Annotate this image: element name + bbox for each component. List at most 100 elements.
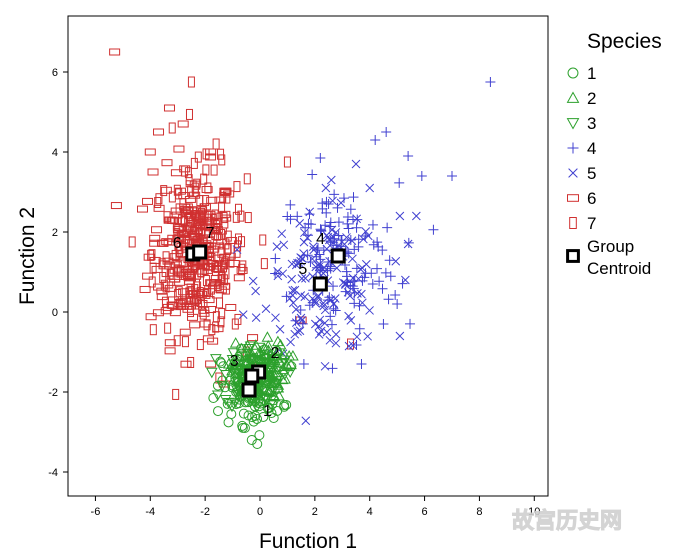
data-point bbox=[332, 202, 343, 213]
x-tick-label: 4 bbox=[367, 506, 373, 518]
data-point bbox=[325, 235, 336, 246]
data-point bbox=[185, 203, 193, 215]
data-point bbox=[285, 358, 297, 370]
y-tick-label: 0 bbox=[52, 307, 58, 319]
data-point bbox=[222, 268, 230, 280]
data-point bbox=[223, 417, 234, 428]
data-point bbox=[330, 294, 340, 303]
legend-marker bbox=[568, 168, 578, 178]
data-point bbox=[261, 352, 272, 363]
data-point bbox=[217, 316, 225, 328]
data-point bbox=[281, 359, 294, 371]
data-point bbox=[397, 278, 408, 289]
data-point bbox=[293, 258, 302, 268]
data-point bbox=[185, 293, 193, 305]
data-point bbox=[219, 395, 232, 406]
data-point bbox=[403, 151, 414, 161]
data-point bbox=[485, 77, 496, 87]
data-point bbox=[231, 387, 242, 398]
data-point bbox=[312, 242, 323, 253]
data-point bbox=[238, 263, 246, 275]
data-point bbox=[297, 316, 307, 325]
centroid-7 bbox=[192, 244, 208, 260]
data-point bbox=[341, 266, 352, 277]
data-point bbox=[230, 372, 241, 383]
data-point bbox=[202, 164, 210, 176]
data-point bbox=[301, 273, 310, 283]
data-point bbox=[283, 156, 291, 168]
data-point bbox=[173, 335, 181, 347]
data-point bbox=[395, 211, 405, 221]
data-point bbox=[322, 327, 332, 337]
data-point bbox=[246, 349, 259, 360]
data-point bbox=[316, 225, 327, 236]
data-point bbox=[194, 281, 202, 293]
data-point bbox=[351, 263, 362, 274]
centroid-label-3: 3 bbox=[230, 353, 239, 370]
data-point bbox=[220, 382, 231, 393]
data-point bbox=[231, 318, 239, 330]
data-point bbox=[403, 237, 414, 248]
data-point bbox=[227, 363, 238, 374]
centroid-label-1: 1 bbox=[263, 403, 272, 420]
data-point bbox=[163, 211, 171, 223]
data-point bbox=[291, 318, 301, 328]
data-point bbox=[145, 313, 157, 321]
legend-entry-7: 7 bbox=[569, 214, 596, 233]
data-point bbox=[180, 215, 188, 227]
data-point bbox=[272, 242, 282, 252]
data-point bbox=[175, 286, 183, 298]
data-point bbox=[300, 292, 310, 302]
data-point bbox=[158, 258, 166, 270]
data-point bbox=[260, 391, 271, 401]
data-point bbox=[272, 383, 283, 394]
data-point bbox=[149, 239, 161, 247]
data-point bbox=[224, 230, 232, 242]
data-point bbox=[288, 298, 298, 308]
data-point bbox=[175, 203, 183, 215]
data-point bbox=[218, 271, 226, 283]
data-point bbox=[208, 324, 216, 336]
centroid-label-2: 2 bbox=[271, 345, 280, 362]
data-point bbox=[186, 261, 194, 273]
data-point bbox=[144, 148, 156, 156]
data-point bbox=[109, 48, 121, 56]
data-point bbox=[196, 339, 204, 351]
data-point bbox=[270, 361, 283, 372]
data-point bbox=[345, 234, 356, 245]
data-point bbox=[175, 298, 183, 310]
data-point bbox=[270, 253, 281, 264]
data-point bbox=[218, 154, 226, 166]
series-5 bbox=[232, 159, 421, 426]
data-point bbox=[213, 406, 224, 417]
data-point bbox=[307, 169, 318, 180]
x-tick-label: 8 bbox=[476, 506, 482, 518]
data-point bbox=[236, 343, 247, 354]
data-point bbox=[238, 310, 248, 319]
data-point bbox=[157, 239, 169, 247]
legend-label: Centroid bbox=[587, 259, 651, 278]
y-axis: -4 -2 0 2 4 6 bbox=[48, 67, 68, 479]
x-axis-title: Function 1 bbox=[259, 530, 357, 553]
data-point bbox=[315, 153, 326, 163]
data-point bbox=[161, 159, 173, 167]
legend-label: 5 bbox=[587, 164, 596, 183]
data-point bbox=[311, 251, 322, 262]
data-point bbox=[211, 209, 219, 221]
y-tick-label: -4 bbox=[48, 467, 58, 479]
data-point bbox=[332, 263, 342, 273]
data-point bbox=[343, 223, 354, 234]
x-tick-label: -4 bbox=[145, 506, 155, 518]
centroid-5 bbox=[312, 276, 328, 292]
data-point bbox=[207, 337, 219, 345]
data-point bbox=[202, 335, 214, 343]
data-point bbox=[351, 222, 362, 233]
data-point bbox=[153, 128, 165, 136]
legend-entry-6: 6 bbox=[567, 189, 596, 208]
data-point bbox=[187, 356, 195, 368]
data-point bbox=[290, 315, 301, 326]
data-point bbox=[299, 249, 308, 258]
data-point bbox=[320, 220, 331, 231]
data-point bbox=[348, 254, 357, 264]
data-point bbox=[149, 324, 157, 336]
